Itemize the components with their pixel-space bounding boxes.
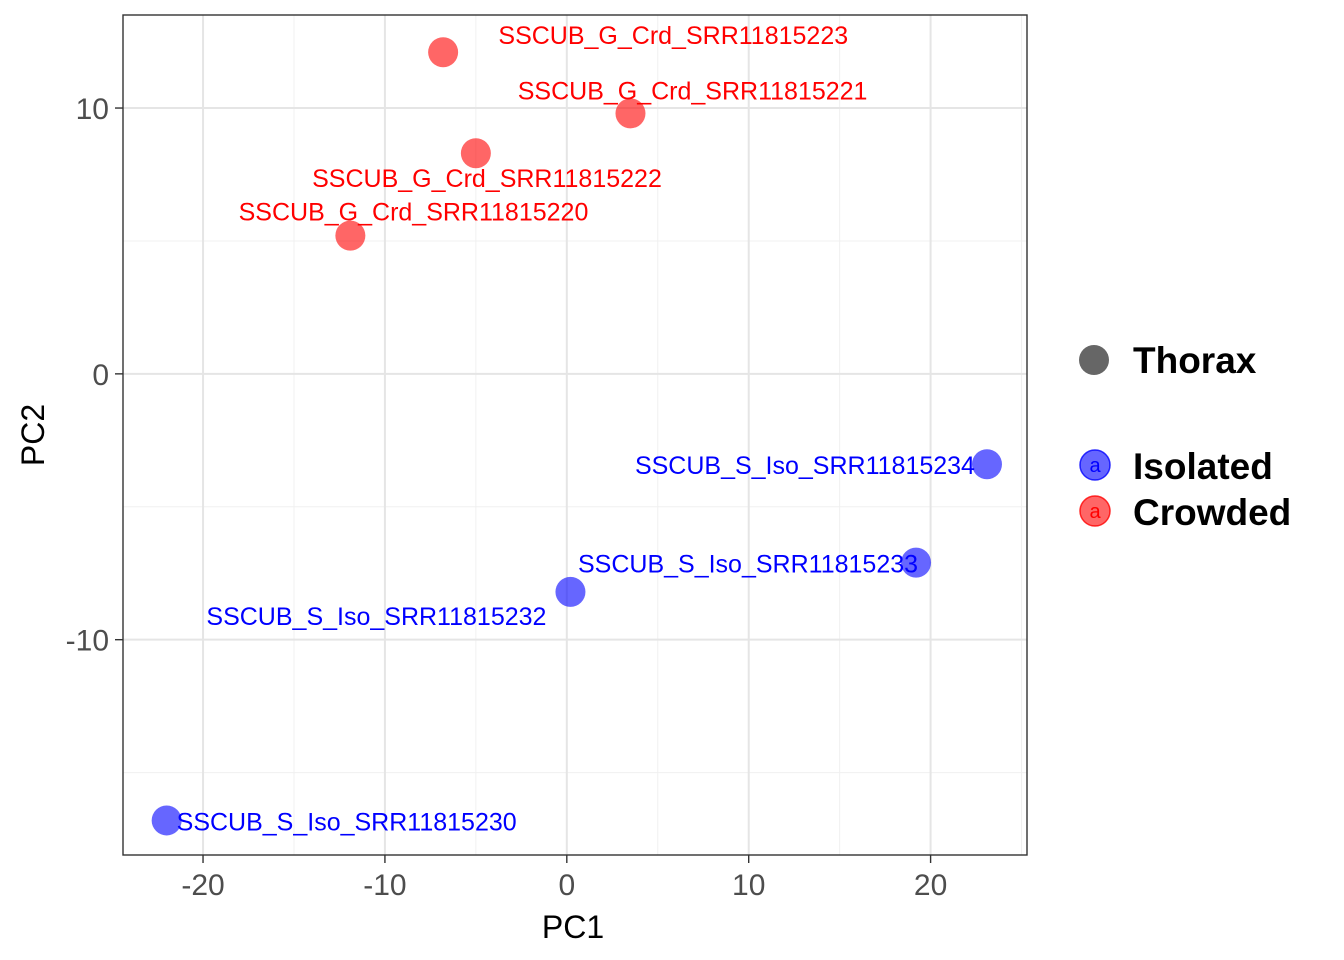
legend-color-entries: a Isolated a Crowded (1079, 446, 1291, 533)
x-tick-label: 0 (558, 869, 575, 902)
x-tick-label: 20 (914, 869, 947, 902)
data-points (151, 37, 1002, 836)
legend: Thorax a Isolated a Crowded (1079, 340, 1291, 533)
data-point-label: SSCUB_S_Iso_SRR11815233 (578, 551, 918, 579)
data-point (151, 805, 182, 836)
legend-key-letter: a (1089, 501, 1101, 523)
major-gridlines (123, 15, 1027, 855)
data-point-label: SSCUB_G_Crd_SRR11815221 (518, 77, 868, 105)
y-tick-label: 0 (92, 359, 109, 392)
y-axis-title: PC2 (15, 404, 51, 466)
data-point (335, 220, 366, 251)
x-tick-label: 10 (732, 869, 765, 902)
x-tick-label: -10 (363, 869, 406, 902)
x-tick-label: -20 (181, 869, 224, 902)
data-point (901, 547, 932, 578)
data-point-label: SSCUB_G_Crd_SRR11815223 (498, 22, 848, 50)
plot-panel-border (122, 14, 1028, 856)
data-point-label: SSCUB_S_Iso_SRR11815234 (635, 452, 975, 480)
point-labels: SSCUB_S_Iso_SRR11815230 SSCUB_S_Iso_SRR11… (177, 22, 975, 836)
x-axis-title: PC1 (542, 909, 604, 945)
data-point (428, 37, 459, 68)
data-point-label: SSCUB_S_Iso_SRR11815230 (177, 808, 517, 836)
data-point (971, 449, 1002, 480)
legend-key-letter: a (1089, 455, 1101, 477)
legend-shape-key (1079, 345, 1109, 375)
data-point-label: SSCUB_G_Crd_SRR11815222 (312, 165, 662, 193)
legend-entry-label: Crowded (1133, 492, 1291, 533)
legend-shape-label: Thorax (1133, 340, 1257, 381)
data-point (460, 138, 491, 169)
legend-color-key (1079, 495, 1111, 527)
y-tick-label: 10 (76, 93, 109, 126)
data-point-label: SSCUB_G_Crd_SRR11815220 (239, 199, 589, 227)
axis-ticks: -20 -10 0 10 20 -10 0 10 (66, 93, 948, 902)
data-point-label: SSCUB_S_Iso_SRR11815232 (206, 603, 546, 631)
data-point (615, 98, 646, 129)
data-point (555, 576, 586, 607)
minor-gridlines (123, 15, 1027, 855)
legend-entry-label: Isolated (1133, 446, 1273, 487)
y-tick-label: -10 (66, 625, 109, 658)
legend-color-key (1079, 449, 1111, 481)
